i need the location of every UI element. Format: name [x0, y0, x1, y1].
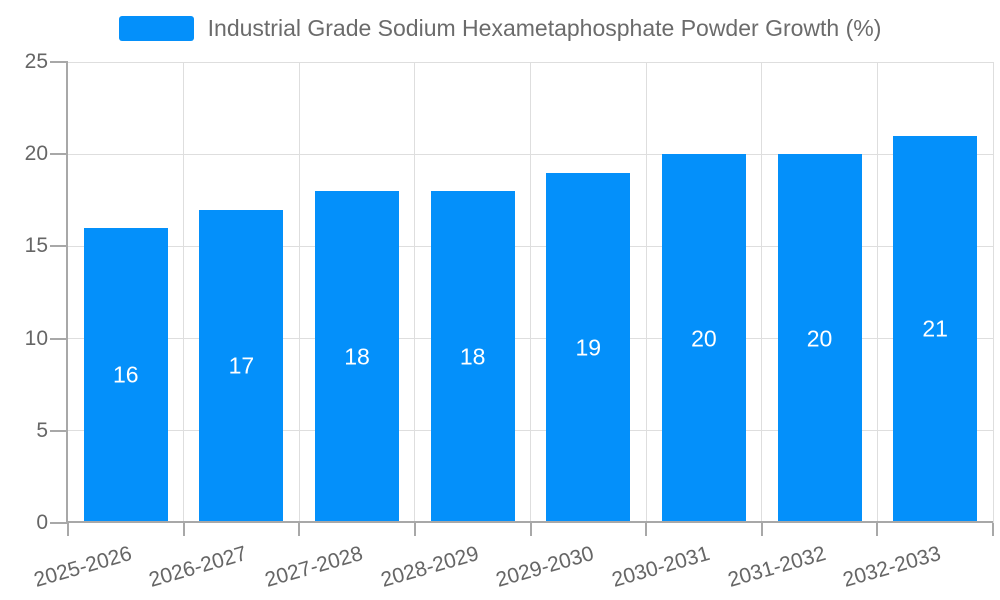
x-axis-category-label: 2029-2030: [493, 542, 597, 592]
bar-2028-2029: [430, 191, 515, 521]
y-axis-tick-label: 15: [24, 234, 48, 258]
bar-value-label: 20: [806, 325, 833, 352]
x-gridline: [876, 62, 878, 523]
x-axis-category-label: 2026-2027: [146, 542, 250, 592]
bar-2030-2031: [661, 154, 746, 521]
bar-value-label: 19: [575, 334, 602, 361]
y-axis-tick-label: 10: [24, 326, 48, 350]
x-gridline: [645, 62, 647, 523]
y-axis-tick-label: 25: [24, 50, 48, 73]
bar-value-label: 17: [228, 352, 255, 379]
y-axis-tick-label: 20: [24, 142, 48, 166]
x-axis-category-label: 2031-2032: [725, 542, 828, 592]
legend-color-swatch: [118, 16, 194, 41]
x-axis-category-label: 2032-2033: [840, 542, 944, 592]
x-axis-tick: [182, 523, 185, 536]
bar-2026-2027: [199, 209, 284, 521]
x-axis-line: [66, 521, 993, 523]
y-axis-tick: [50, 245, 68, 248]
x-axis-tick: [645, 523, 648, 536]
y-axis-tick: [50, 337, 68, 340]
bar-value-label: 18: [344, 343, 370, 370]
x-axis-category-label: 2028-2029: [378, 542, 482, 592]
x-axis-tick: [298, 523, 301, 536]
bar-value-label: 18: [459, 343, 486, 370]
bar-2031-2032: [777, 154, 862, 521]
bar-value-label: 21: [922, 315, 948, 342]
x-axis-tick: [413, 523, 416, 536]
bar-2029-2030: [546, 172, 631, 521]
bar-2027-2028: [315, 191, 400, 521]
x-axis-category-label: 2027-2028: [262, 542, 366, 592]
x-axis-tick: [529, 523, 532, 536]
bar-2025-2026: [83, 227, 168, 521]
x-axis-category-label: 2030-2031: [609, 542, 713, 592]
y-axis-tick: [50, 429, 68, 432]
y-axis-line: [66, 62, 68, 523]
x-gridline: [414, 62, 416, 523]
legend-series-label: Industrial Grade Sodium Hexametaphosphat…: [207, 15, 882, 41]
x-gridline: [761, 62, 763, 523]
y-axis-tick: [50, 61, 68, 63]
bar-2032-2033: [893, 135, 978, 521]
y-axis-tick-label: 0: [36, 511, 48, 534]
x-axis-category-label: 2025-2026: [31, 542, 135, 592]
bar-value-label: 20: [691, 325, 717, 352]
x-gridline: [992, 62, 994, 523]
x-axis-tick: [67, 523, 69, 536]
x-axis-tick: [760, 523, 763, 536]
x-axis-tick: [876, 523, 879, 536]
y-axis-tick-label: 5: [36, 418, 48, 442]
x-gridline: [183, 62, 185, 523]
y-axis-tick: [50, 522, 68, 524]
bar-value-label: 16: [113, 361, 139, 388]
x-gridline: [530, 62, 531, 523]
x-axis-tick: [992, 523, 994, 536]
x-gridline: [298, 62, 300, 523]
chart-legend-item[interactable]: Industrial Grade Sodium Hexametaphosphat…: [0, 15, 1000, 42]
y-axis-tick: [50, 153, 68, 156]
plot-area: 0 5 10 15 20 25 16 2025-2026 17 2026-2027 18 2027-2…: [25, 50, 994, 592]
